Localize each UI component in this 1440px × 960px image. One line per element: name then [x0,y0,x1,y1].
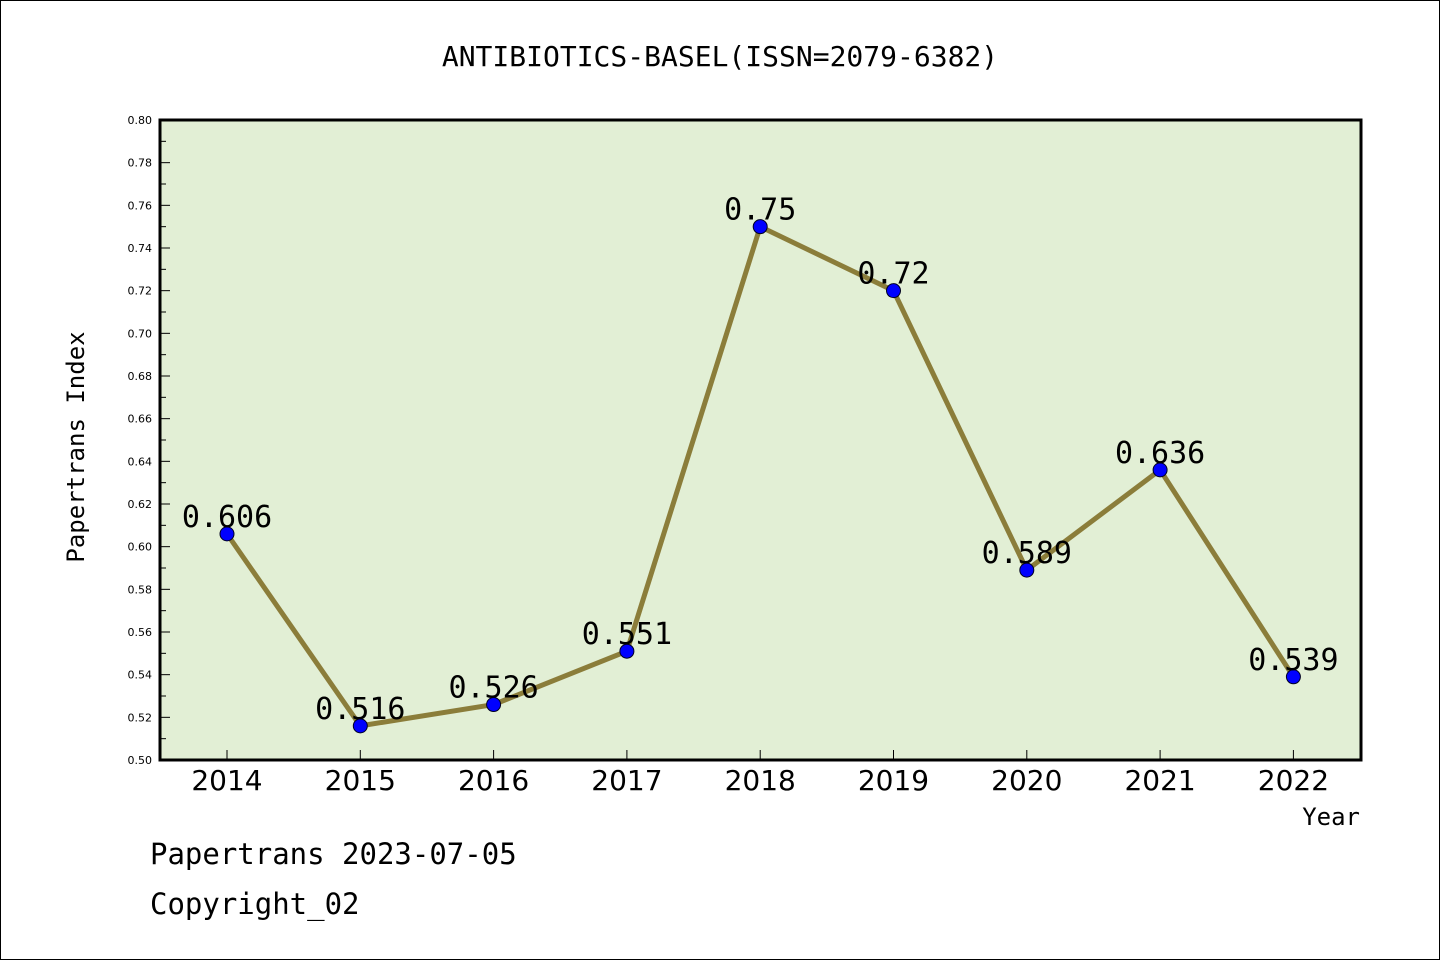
data-label: 0.539 [1248,643,1338,678]
x-axis-label: Year [1302,803,1360,831]
data-point [619,643,635,659]
footer-copyright: Copyright_02 [150,887,360,922]
data-point [1019,562,1035,578]
x-tick-label: 2014 [191,764,262,797]
y-tick-label: 0.54 [128,669,153,682]
x-tick-label: 2020 [991,764,1062,797]
data-point [486,697,502,713]
y-tick-label: 0.70 [128,327,153,340]
x-tick-label: 2018 [725,764,796,797]
x-tick-label: 2022 [1258,764,1329,797]
data-point [219,526,235,542]
data-point [352,718,368,734]
x-axis: 2014 2015 2016 2017 2018 2019 2020 2021 2022 [191,750,1329,797]
y-tick-label: 0.76 [128,199,153,212]
x-tick-label: 2015 [325,764,396,797]
data-label: 0.526 [448,671,538,706]
chart-title: ANTIBIOTICS-BASEL(ISSN=2079-6382) [442,40,998,73]
x-tick-label: 2019 [858,764,929,797]
y-tick-label: 0.64 [128,455,153,468]
x-tick-label: 2021 [1124,764,1195,797]
y-tick-label: 0.52 [128,711,153,724]
data-labels: 0.606 0.516 0.526 0.551 0.75 0.72 0.589 0.636 0.… [182,193,1339,727]
data-label: 0.72 [857,257,929,292]
footer-date: Papertrans 2023-07-05 [150,837,517,871]
data-point [1285,669,1301,685]
y-axis: 0.50 0.52 0.54 0.56 0.58 0.60 0.62 0.64 0.66 0.68… [128,114,170,767]
x-tick-label: 2016 [458,764,529,797]
plot-border [158,118,1363,762]
data-point [886,283,901,299]
data-label: 0.636 [1115,436,1205,471]
data-label: 0.551 [582,617,672,652]
y-tick-label: 0.78 [128,157,153,170]
y-tick-label: 0.62 [128,498,153,511]
y-tick-label: 0.68 [128,370,153,383]
y-tick-label: 0.50 [128,754,153,767]
y-tick-label: 0.58 [128,583,153,596]
series-points [219,219,1301,734]
y-tick-label: 0.56 [128,626,153,639]
data-label: 0.516 [315,692,405,727]
y-tick-label: 0.72 [128,285,153,298]
y-tick-label: 0.80 [128,114,153,127]
y-tick-label: 0.74 [128,242,153,255]
data-label: 0.606 [182,500,272,535]
x-tick-label: 2017 [591,764,662,797]
y-tick-label: 0.66 [128,413,153,426]
data-point [752,219,768,235]
y-tick-label: 0.60 [128,541,153,554]
y-axis-label: Papertrans Index [62,331,90,562]
data-point [1152,462,1168,478]
data-label: 0.75 [724,193,796,228]
data-label: 0.589 [982,536,1072,571]
